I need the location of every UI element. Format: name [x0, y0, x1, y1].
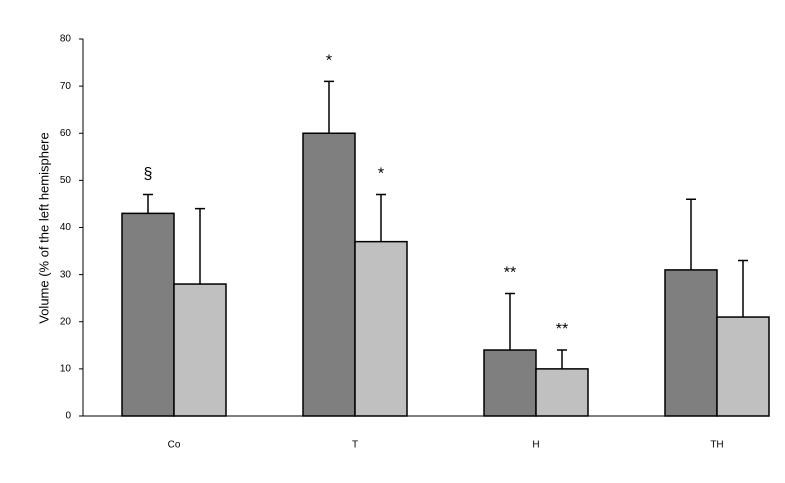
bar — [302, 132, 356, 417]
bar — [535, 368, 589, 417]
annotation: * — [326, 53, 332, 70]
error-bar — [738, 259, 748, 318]
y-tick-label: 50 — [60, 175, 72, 186]
annotation: ** — [504, 265, 516, 282]
y-axis-label: Volume (% of the left hemisphere — [36, 132, 51, 324]
bar — [173, 283, 227, 417]
y-tick-label: 10 — [60, 364, 72, 375]
bar — [483, 349, 537, 417]
y-tick-label: 70 — [60, 81, 72, 92]
bar — [664, 269, 718, 417]
x-tick-label: H — [532, 440, 539, 451]
y-tick-label: 0 — [65, 411, 71, 422]
error-bar — [686, 198, 696, 270]
error-bar — [195, 207, 205, 285]
y-tick-label: 30 — [60, 269, 72, 280]
error-bar — [324, 80, 334, 134]
y-tick-label: 20 — [60, 316, 72, 327]
y-tick-label: 60 — [60, 128, 72, 139]
annotation: § — [144, 166, 153, 183]
annotation: ** — [556, 321, 568, 338]
y-tick-label: 40 — [60, 222, 72, 233]
x-tick-label: Co — [168, 440, 181, 451]
bar — [716, 316, 770, 417]
error-bar — [505, 292, 515, 351]
error-bar — [557, 349, 567, 369]
annotation: * — [378, 166, 384, 183]
error-bar — [376, 193, 386, 242]
x-tick-label: T — [352, 440, 358, 451]
bar — [121, 212, 175, 417]
bar — [354, 240, 408, 417]
x-tick-label: TH — [710, 440, 723, 451]
y-tick-label: 80 — [60, 34, 72, 45]
error-bar — [143, 193, 153, 214]
